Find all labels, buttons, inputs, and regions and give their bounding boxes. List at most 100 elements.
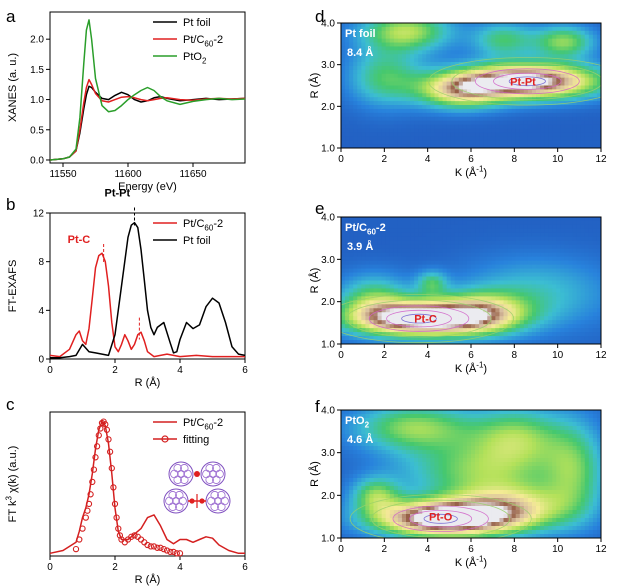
heatmap-cell (568, 89, 574, 94)
heatmap-cell (495, 69, 500, 75)
heatmap-cell (487, 426, 492, 431)
heatmap-cell (576, 268, 582, 274)
heatmap-cell (483, 140, 488, 145)
heatmap-cell (426, 124, 431, 129)
heatmap-cell (580, 108, 586, 114)
heatmap-cell (499, 446, 504, 451)
heatmap-cell (418, 232, 423, 238)
heatmap-cell (385, 260, 391, 266)
heatmap-cell (397, 240, 403, 246)
heatmap-cell (572, 105, 578, 110)
heatmap-cell (341, 410, 346, 415)
heatmap-cell (385, 132, 391, 137)
heatmap-cell (426, 105, 431, 110)
heatmap-cell (369, 228, 374, 234)
heatmap-cell (560, 312, 565, 317)
heatmap-cell (438, 418, 444, 423)
heatmap-cell (596, 62, 601, 67)
heatmap-cell (446, 418, 452, 423)
heatmap-cell (588, 105, 594, 110)
heatmap-cell (426, 228, 431, 234)
heatmap-cell (377, 232, 383, 238)
heatmap-cell (434, 336, 439, 341)
heatmap-cell (531, 272, 537, 278)
heatmap-cell (564, 272, 569, 278)
heatmap-cell (410, 418, 415, 423)
heatmap-cell (560, 228, 565, 234)
heatmap-cell (511, 220, 517, 226)
heatmap-cell (572, 320, 578, 325)
heatmap-cell (393, 328, 399, 333)
heatmap-cell (527, 414, 533, 419)
heatmap-cell (483, 296, 488, 301)
heatmap-cell (406, 296, 411, 301)
heatmap-cell (349, 101, 354, 106)
heatmap-cell (548, 422, 553, 427)
heatmap-cell (560, 268, 565, 274)
heatmap-cell (568, 46, 574, 51)
heatmap-cell (588, 54, 594, 59)
heatmap-cell (519, 116, 525, 122)
heatmap-cell (479, 272, 484, 278)
heatmap-cell (475, 46, 480, 51)
heatmap-cell (548, 69, 553, 75)
heatmap-cell (454, 128, 460, 133)
heatmap-cell (491, 108, 496, 114)
heatmap-cell (499, 69, 504, 75)
heatmap-cell (430, 434, 435, 439)
heatmap-cell (466, 304, 472, 309)
heatmap-cell (568, 30, 574, 36)
heatmap-cell (576, 42, 582, 47)
heatmap-cell (519, 268, 525, 274)
heatmap-cell (442, 220, 448, 226)
heatmap-cell (410, 140, 415, 145)
heatmap-cell (345, 410, 350, 415)
heatmap-cell (458, 69, 464, 75)
heatmap-cell (487, 54, 492, 59)
heatmap-cell (527, 284, 533, 289)
heatmap-cell (365, 38, 370, 44)
heatmap-cell (564, 120, 569, 126)
heatmap-cell (369, 328, 374, 333)
heatmap-cell (365, 312, 370, 317)
heatmap-cell (446, 336, 452, 341)
heatmap-cell (406, 85, 411, 90)
heatmap-cell (479, 446, 484, 451)
heatmap-cell (442, 248, 448, 254)
heatmap-cell (414, 284, 419, 289)
data-point-c-1-16 (103, 426, 111, 433)
heatmap-cell (414, 236, 419, 242)
heatmap-cell (462, 260, 468, 266)
heatmap-cell (385, 30, 391, 36)
heatmap-cell (540, 136, 545, 141)
heatmap-cell (349, 34, 354, 40)
heatmap-cell (507, 340, 513, 344)
heatmap-cell (349, 26, 354, 32)
heatmap-cell (540, 288, 545, 293)
heatmap-cell (365, 240, 370, 246)
heatmap-cell (576, 62, 582, 67)
heatmap-cell (491, 248, 496, 254)
heatmap-cell (523, 252, 529, 258)
heatmap-cell (556, 252, 561, 258)
heatmap-cell (519, 272, 525, 278)
heatmap-cell (568, 220, 574, 226)
heatmap-cell (341, 93, 346, 98)
heatmap-cell (572, 256, 578, 262)
heatmap-cell (438, 30, 444, 36)
heatmap-cell (349, 332, 354, 337)
heatmap-cell (523, 256, 529, 262)
heatmap-cell (479, 414, 484, 419)
heatmap-cell (438, 38, 444, 44)
heatmap-cell (515, 81, 521, 86)
heatmap-cell (584, 50, 590, 55)
heatmap-cell (483, 414, 488, 419)
heatmap-cell (345, 252, 350, 258)
heatmap-cell (357, 308, 362, 313)
heatmap-cell (397, 54, 403, 59)
heatmap-cell (401, 136, 407, 141)
heatmap-cell (462, 26, 468, 32)
heatmap-cell (353, 410, 358, 415)
heatmap-cell (353, 224, 358, 230)
heatmap-cell (544, 34, 549, 40)
